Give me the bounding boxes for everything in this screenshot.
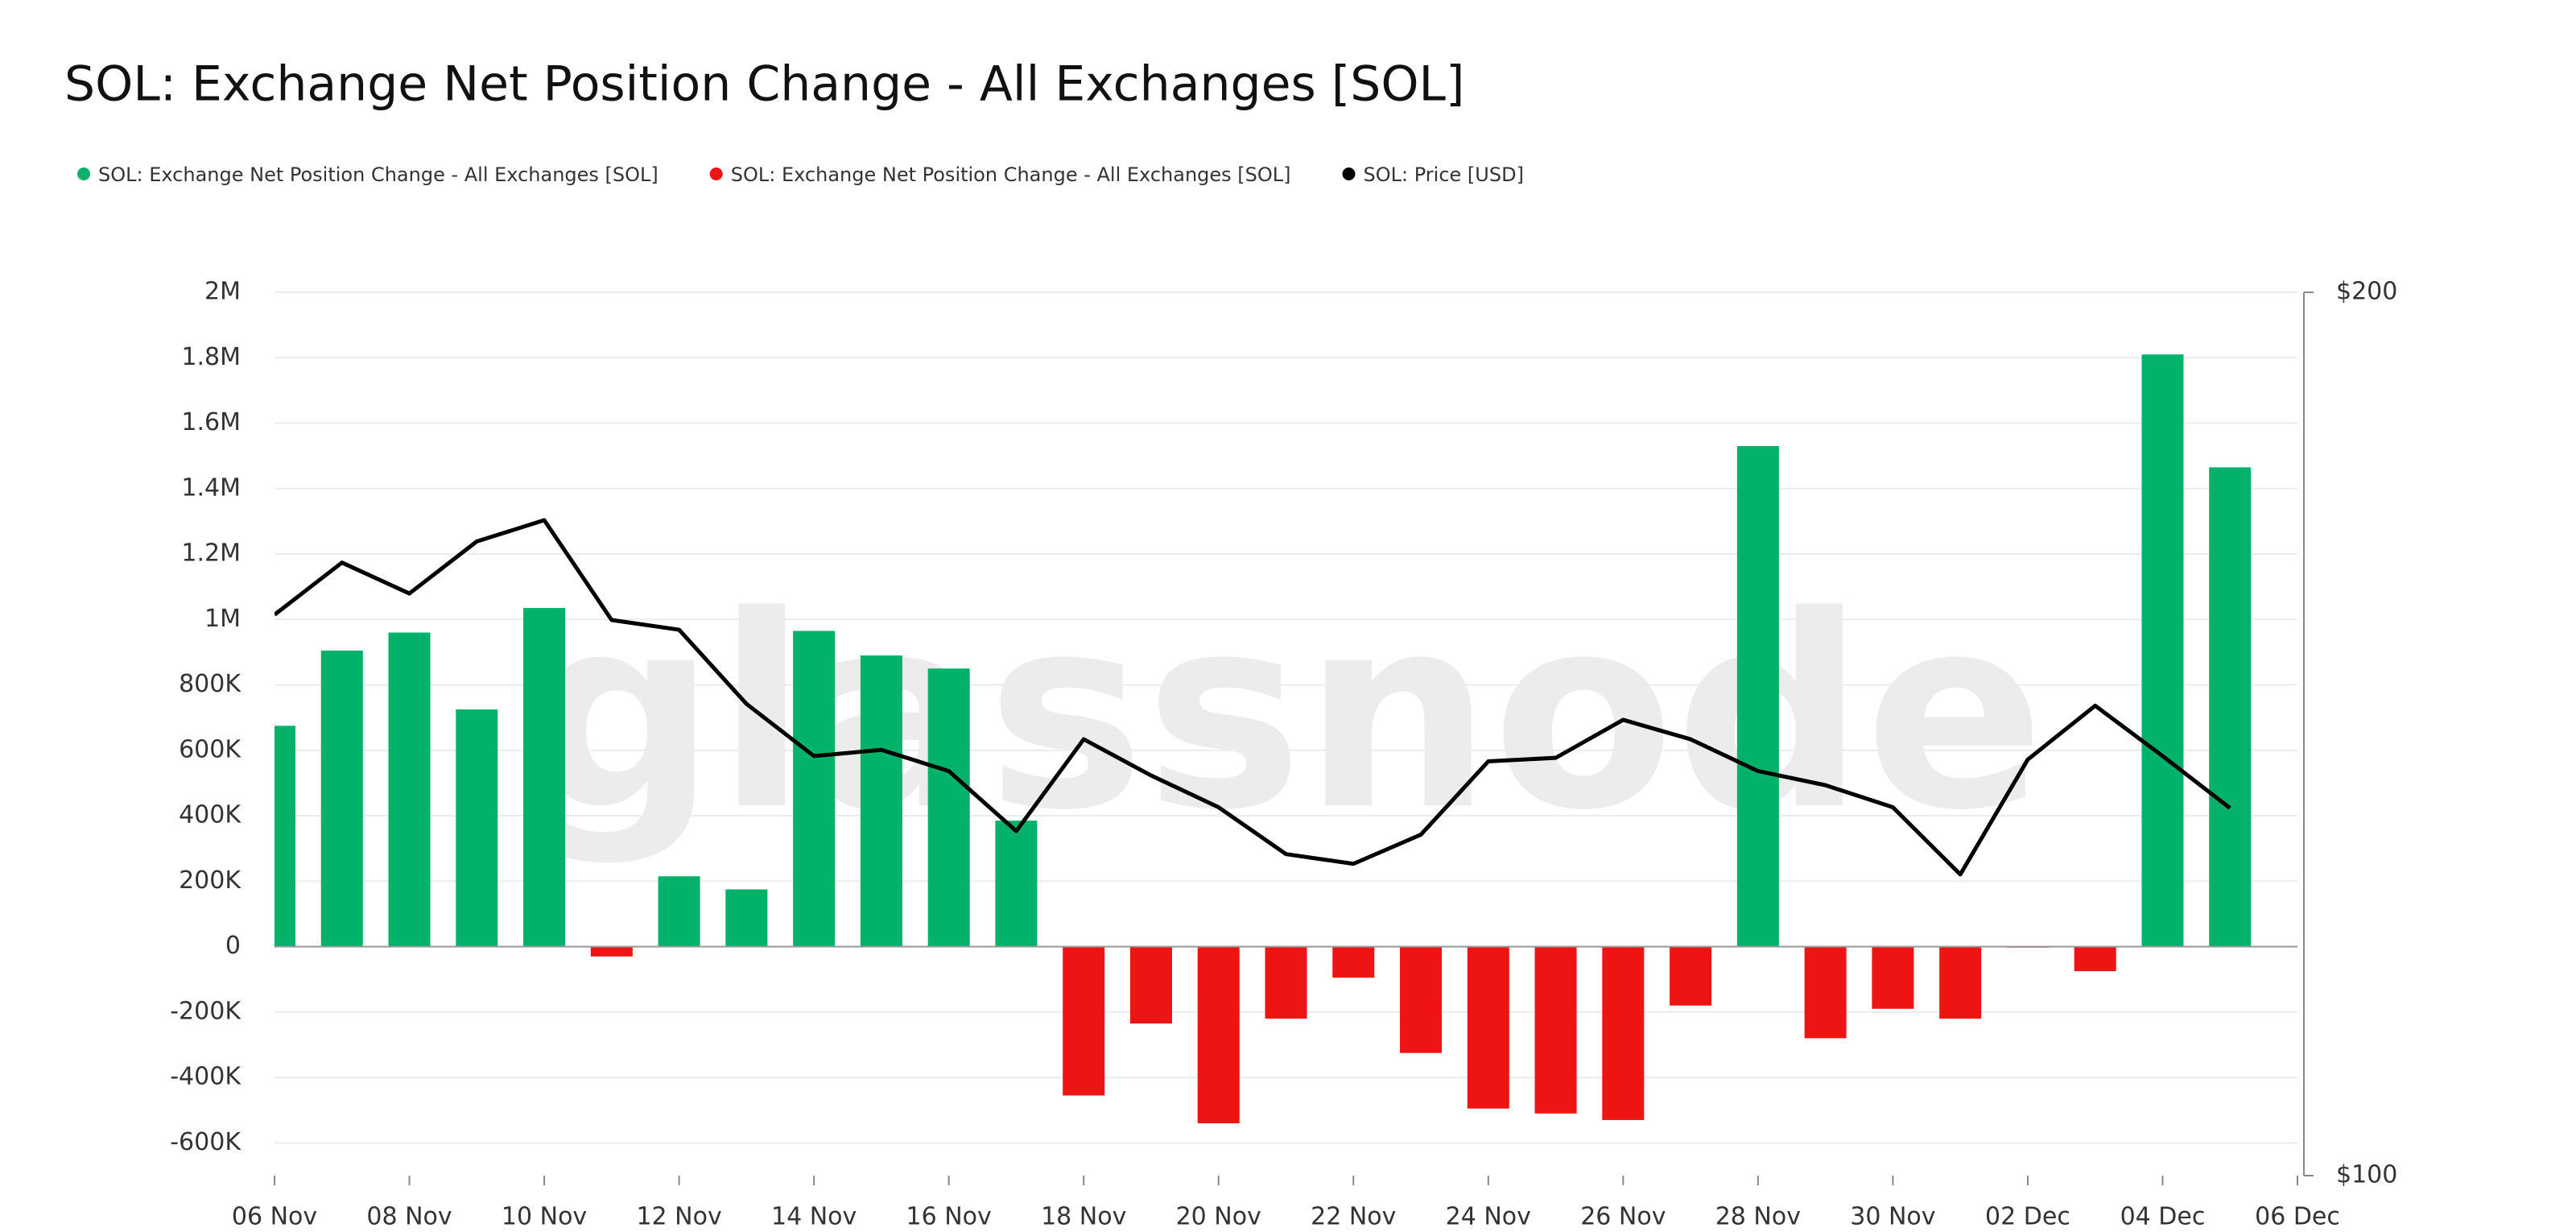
y-tick-label: 2M [204, 278, 241, 306]
y-tick-label: 1M [204, 605, 241, 633]
y-tick-label: 600K [179, 735, 242, 763]
bar [1063, 946, 1105, 1096]
legend-label: SOL: Exchange Net Position Change - All … [731, 163, 1291, 186]
y-tick-label: 1.4M [181, 473, 241, 502]
y-tick-label: 0 [225, 932, 241, 960]
bar [658, 876, 700, 947]
y-tick-label: 1.2M [181, 540, 241, 568]
x-tick-label: 22 Nov [1311, 1203, 1396, 1231]
x-tick-label: 02 Dec [1985, 1203, 2070, 1231]
x-tick-label: 08 Nov [366, 1203, 452, 1231]
y-tick-label: 800K [179, 670, 242, 698]
bar [1872, 946, 1914, 1009]
bar [1939, 946, 1982, 1019]
legend-label: SOL: Exchange Net Position Change - All … [98, 163, 658, 186]
bar [2209, 467, 2252, 947]
bar [1602, 946, 1645, 1120]
bar [1332, 946, 1375, 978]
x-tick-label: 12 Nov [636, 1203, 721, 1231]
plot-area [275, 354, 2252, 1123]
y-tick-label: 1.6M [181, 408, 241, 436]
chart-title: SOL: Exchange Net Position Change - All … [64, 56, 1464, 113]
bar [2074, 946, 2116, 972]
y-tick-label: 400K [179, 801, 242, 829]
x-tick-label: 14 Nov [771, 1203, 857, 1231]
x-tick-label: 20 Nov [1176, 1203, 1261, 1231]
legend: SOL: Exchange Net Position Change - All … [77, 163, 1524, 186]
x-tick-label: 30 Nov [1850, 1203, 1935, 1231]
bar [1804, 946, 1847, 1039]
bar [1736, 445, 1779, 947]
bar [275, 726, 295, 947]
bar [995, 821, 1038, 947]
y2-tick-label: $100 [2336, 1161, 2397, 1189]
x-tick-label: 24 Nov [1446, 1203, 1531, 1231]
bar [320, 650, 363, 947]
y-tick-label: -400K [170, 1063, 242, 1091]
x-tick-label: 18 Nov [1041, 1203, 1126, 1231]
bar [523, 608, 566, 947]
bar [1467, 946, 1509, 1109]
bar [2141, 354, 2184, 947]
x-tick-label: 06 Nov [232, 1203, 317, 1231]
y2-tick-label: $200 [2336, 278, 2397, 306]
legend-marker [1342, 167, 1356, 180]
bar [725, 889, 768, 947]
bar [388, 632, 431, 947]
y-tick-label: -600K [170, 1128, 242, 1156]
x-tick-label: 28 Nov [1715, 1203, 1801, 1231]
bar [590, 946, 633, 957]
bar [1129, 946, 1172, 1024]
bar [1670, 946, 1712, 1006]
legend-marker [77, 167, 90, 180]
x-tick-label: 10 Nov [502, 1203, 587, 1231]
bar [1197, 946, 1240, 1123]
bar [1265, 946, 1307, 1019]
bar [1534, 946, 1577, 1114]
bar [927, 668, 970, 947]
price-line [275, 518, 2231, 877]
x-tick-label: 06 Dec [2255, 1203, 2340, 1231]
x-tick-label: 04 Dec [2120, 1203, 2206, 1231]
y-tick-label: 200K [179, 866, 242, 895]
watermark: glassnode [526, 559, 2046, 868]
bar [1400, 946, 1443, 1053]
y-tick-label: 1.8M [181, 343, 241, 371]
bar [860, 655, 902, 947]
x-tick-label: 16 Nov [906, 1203, 992, 1231]
x-tick-label: 26 Nov [1580, 1203, 1666, 1231]
legend-label: SOL: Price [USD] [1364, 163, 1524, 186]
bar [793, 630, 836, 947]
bar [456, 709, 498, 947]
legend-marker [709, 167, 723, 180]
y-tick-label: -200K [170, 997, 242, 1025]
